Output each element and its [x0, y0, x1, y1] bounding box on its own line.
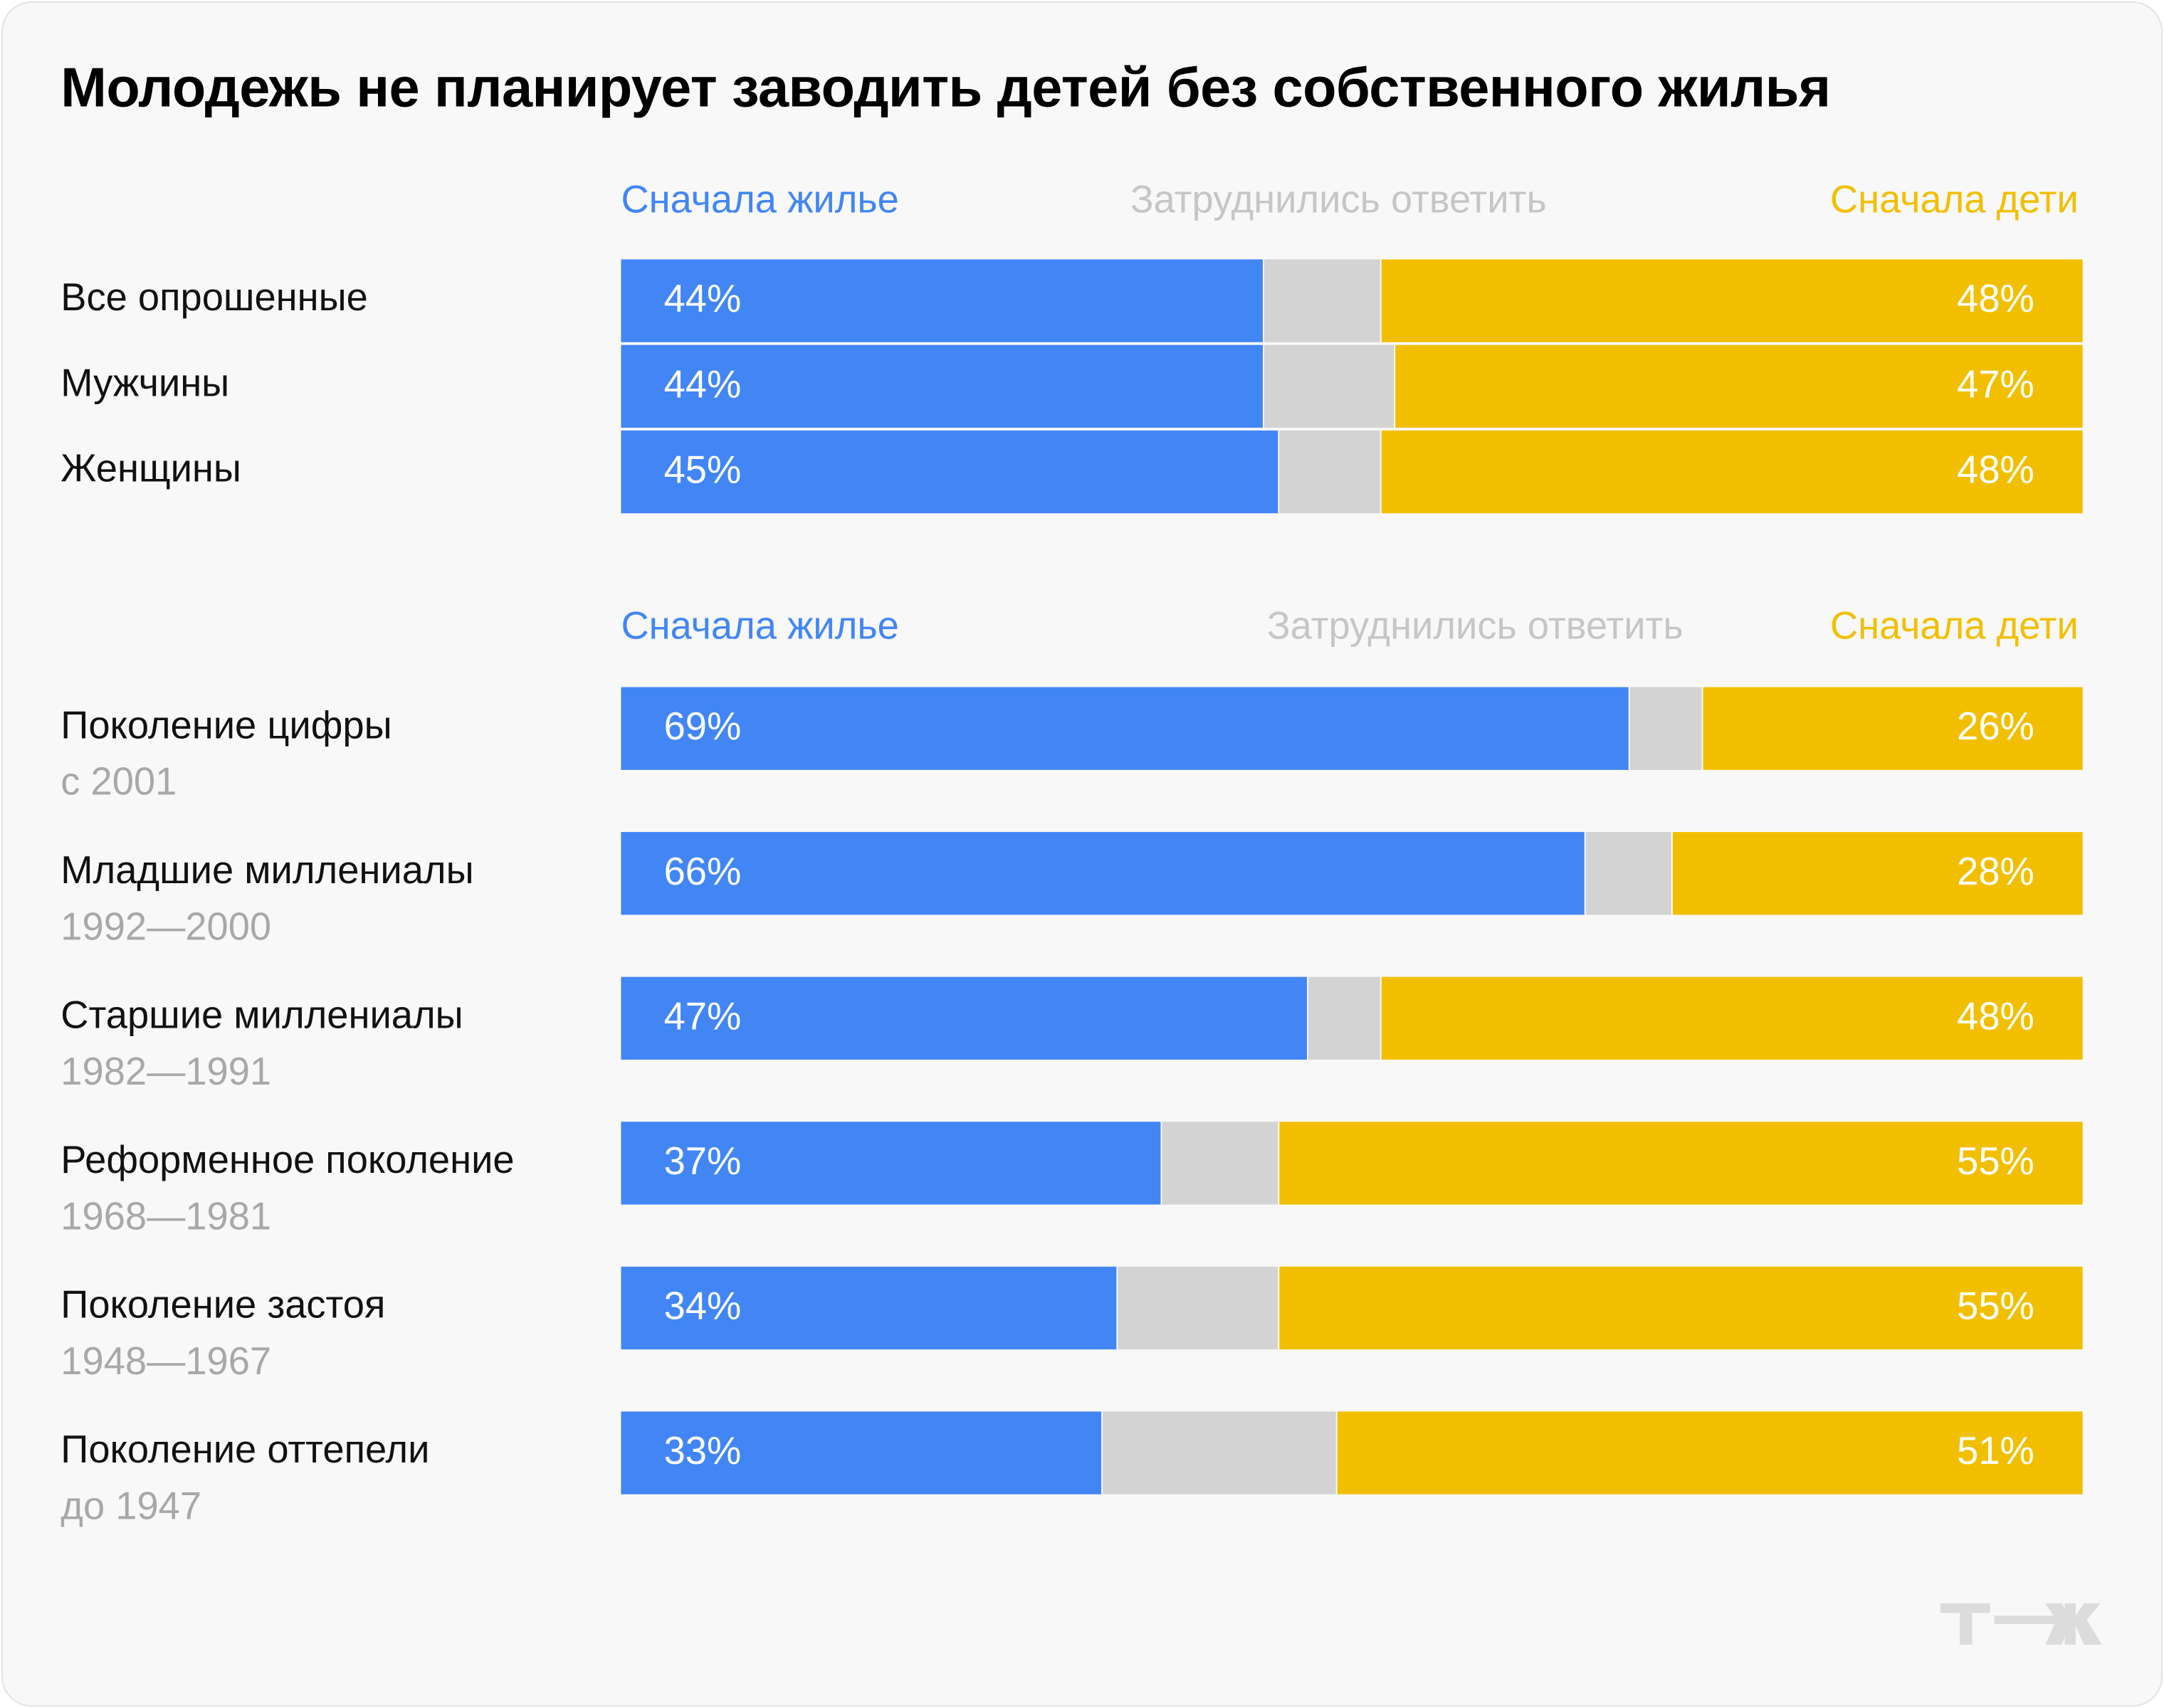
- value-label-housing-first: 69%: [663, 705, 742, 748]
- legend-children-first: Сначала дети: [1829, 178, 2079, 221]
- value-label-children-first: 48%: [1957, 994, 2034, 1038]
- legend-hard-to-say: Затруднились ответить: [1130, 178, 1547, 221]
- bar-children-first: [1395, 344, 2083, 428]
- value-label-children-first: 47%: [1957, 362, 2034, 406]
- bar-housing-first: [621, 976, 1308, 1060]
- value-label-children-first: 28%: [1957, 850, 2034, 893]
- category-label: Женщины: [61, 447, 241, 490]
- category-subtitle: 1948—1967: [61, 1339, 272, 1383]
- category-label: Мужчины: [61, 361, 230, 405]
- category-subtitle: с 2001: [61, 760, 177, 803]
- bar-hard-to-say: [1629, 687, 1703, 770]
- value-label-housing-first: 44%: [663, 362, 742, 406]
- category-subtitle: 1992—2000: [61, 905, 272, 948]
- legend-housing-first-2: Сначала жилье: [621, 604, 899, 648]
- category-label: Старшие миллениалы: [61, 993, 463, 1037]
- legend-housing-first: Сначала жилье: [621, 178, 899, 221]
- value-label-children-first: 48%: [1957, 448, 2034, 492]
- value-label-housing-first: 66%: [663, 850, 742, 893]
- category-label: Поколение оттепели: [61, 1428, 430, 1471]
- value-label-housing-first: 44%: [663, 277, 742, 320]
- bar-children-first: [1278, 1266, 2083, 1350]
- bar-children-first: [1278, 1122, 2083, 1205]
- bar-children-first: [1381, 430, 2083, 514]
- bar-hard-to-say: [1264, 259, 1382, 342]
- bar-children-first: [1673, 832, 2083, 915]
- legend-hard-to-say-2: Затруднились ответить: [1266, 604, 1684, 648]
- category-subtitle: до 1947: [61, 1485, 202, 1528]
- value-label-children-first: 55%: [1957, 1139, 2034, 1183]
- bar-housing-first: [621, 832, 1586, 915]
- value-label-children-first: 51%: [1957, 1429, 2034, 1472]
- value-label-housing-first: 34%: [663, 1285, 742, 1328]
- legend-children-first-2: Сначала дети: [1829, 604, 2079, 648]
- value-label-housing-first: 47%: [663, 994, 742, 1038]
- category-subtitle: 1968—1981: [61, 1195, 272, 1238]
- category-label: Реформенное поколение: [61, 1138, 515, 1181]
- bar-children-first: [1381, 259, 2083, 342]
- bar-hard-to-say: [1264, 344, 1396, 428]
- bar-hard-to-say: [1585, 832, 1674, 915]
- value-label-children-first: 26%: [1957, 705, 2034, 748]
- tzh-logo-icon: [1940, 1603, 2102, 1645]
- value-label-children-first: 55%: [1957, 1285, 2034, 1328]
- value-label-housing-first: 45%: [663, 448, 742, 492]
- category-label: Поколение застоя: [61, 1283, 386, 1327]
- bar-housing-first: [621, 1411, 1104, 1494]
- bar-housing-first: [621, 1122, 1162, 1205]
- bar-hard-to-say: [1162, 1122, 1279, 1205]
- value-label-housing-first: 33%: [663, 1429, 742, 1472]
- category-subtitle: 1982—1991: [61, 1050, 272, 1093]
- bar-children-first: [1337, 1411, 2083, 1494]
- category-label: Все опрошенные: [61, 275, 368, 319]
- bar-hard-to-say: [1103, 1411, 1338, 1494]
- chart-title: Молодежь не планирует заводить детей без…: [61, 58, 1831, 119]
- bar-hard-to-say: [1308, 976, 1382, 1060]
- bar-housing-first: [621, 344, 1264, 428]
- value-label-housing-first: 37%: [663, 1139, 742, 1183]
- bar-hard-to-say: [1278, 430, 1382, 514]
- bar-housing-first: [621, 259, 1264, 342]
- category-label: Поколение цифры: [61, 703, 392, 747]
- bar-housing-first: [621, 430, 1279, 514]
- bar-hard-to-say: [1118, 1266, 1279, 1350]
- category-label: Младшие миллениалы: [61, 848, 474, 892]
- bar-children-first: [1381, 976, 2083, 1060]
- bar-housing-first: [621, 687, 1630, 770]
- bar-housing-first: [621, 1266, 1118, 1350]
- value-label-children-first: 48%: [1957, 277, 2034, 320]
- bar-children-first: [1702, 687, 2083, 770]
